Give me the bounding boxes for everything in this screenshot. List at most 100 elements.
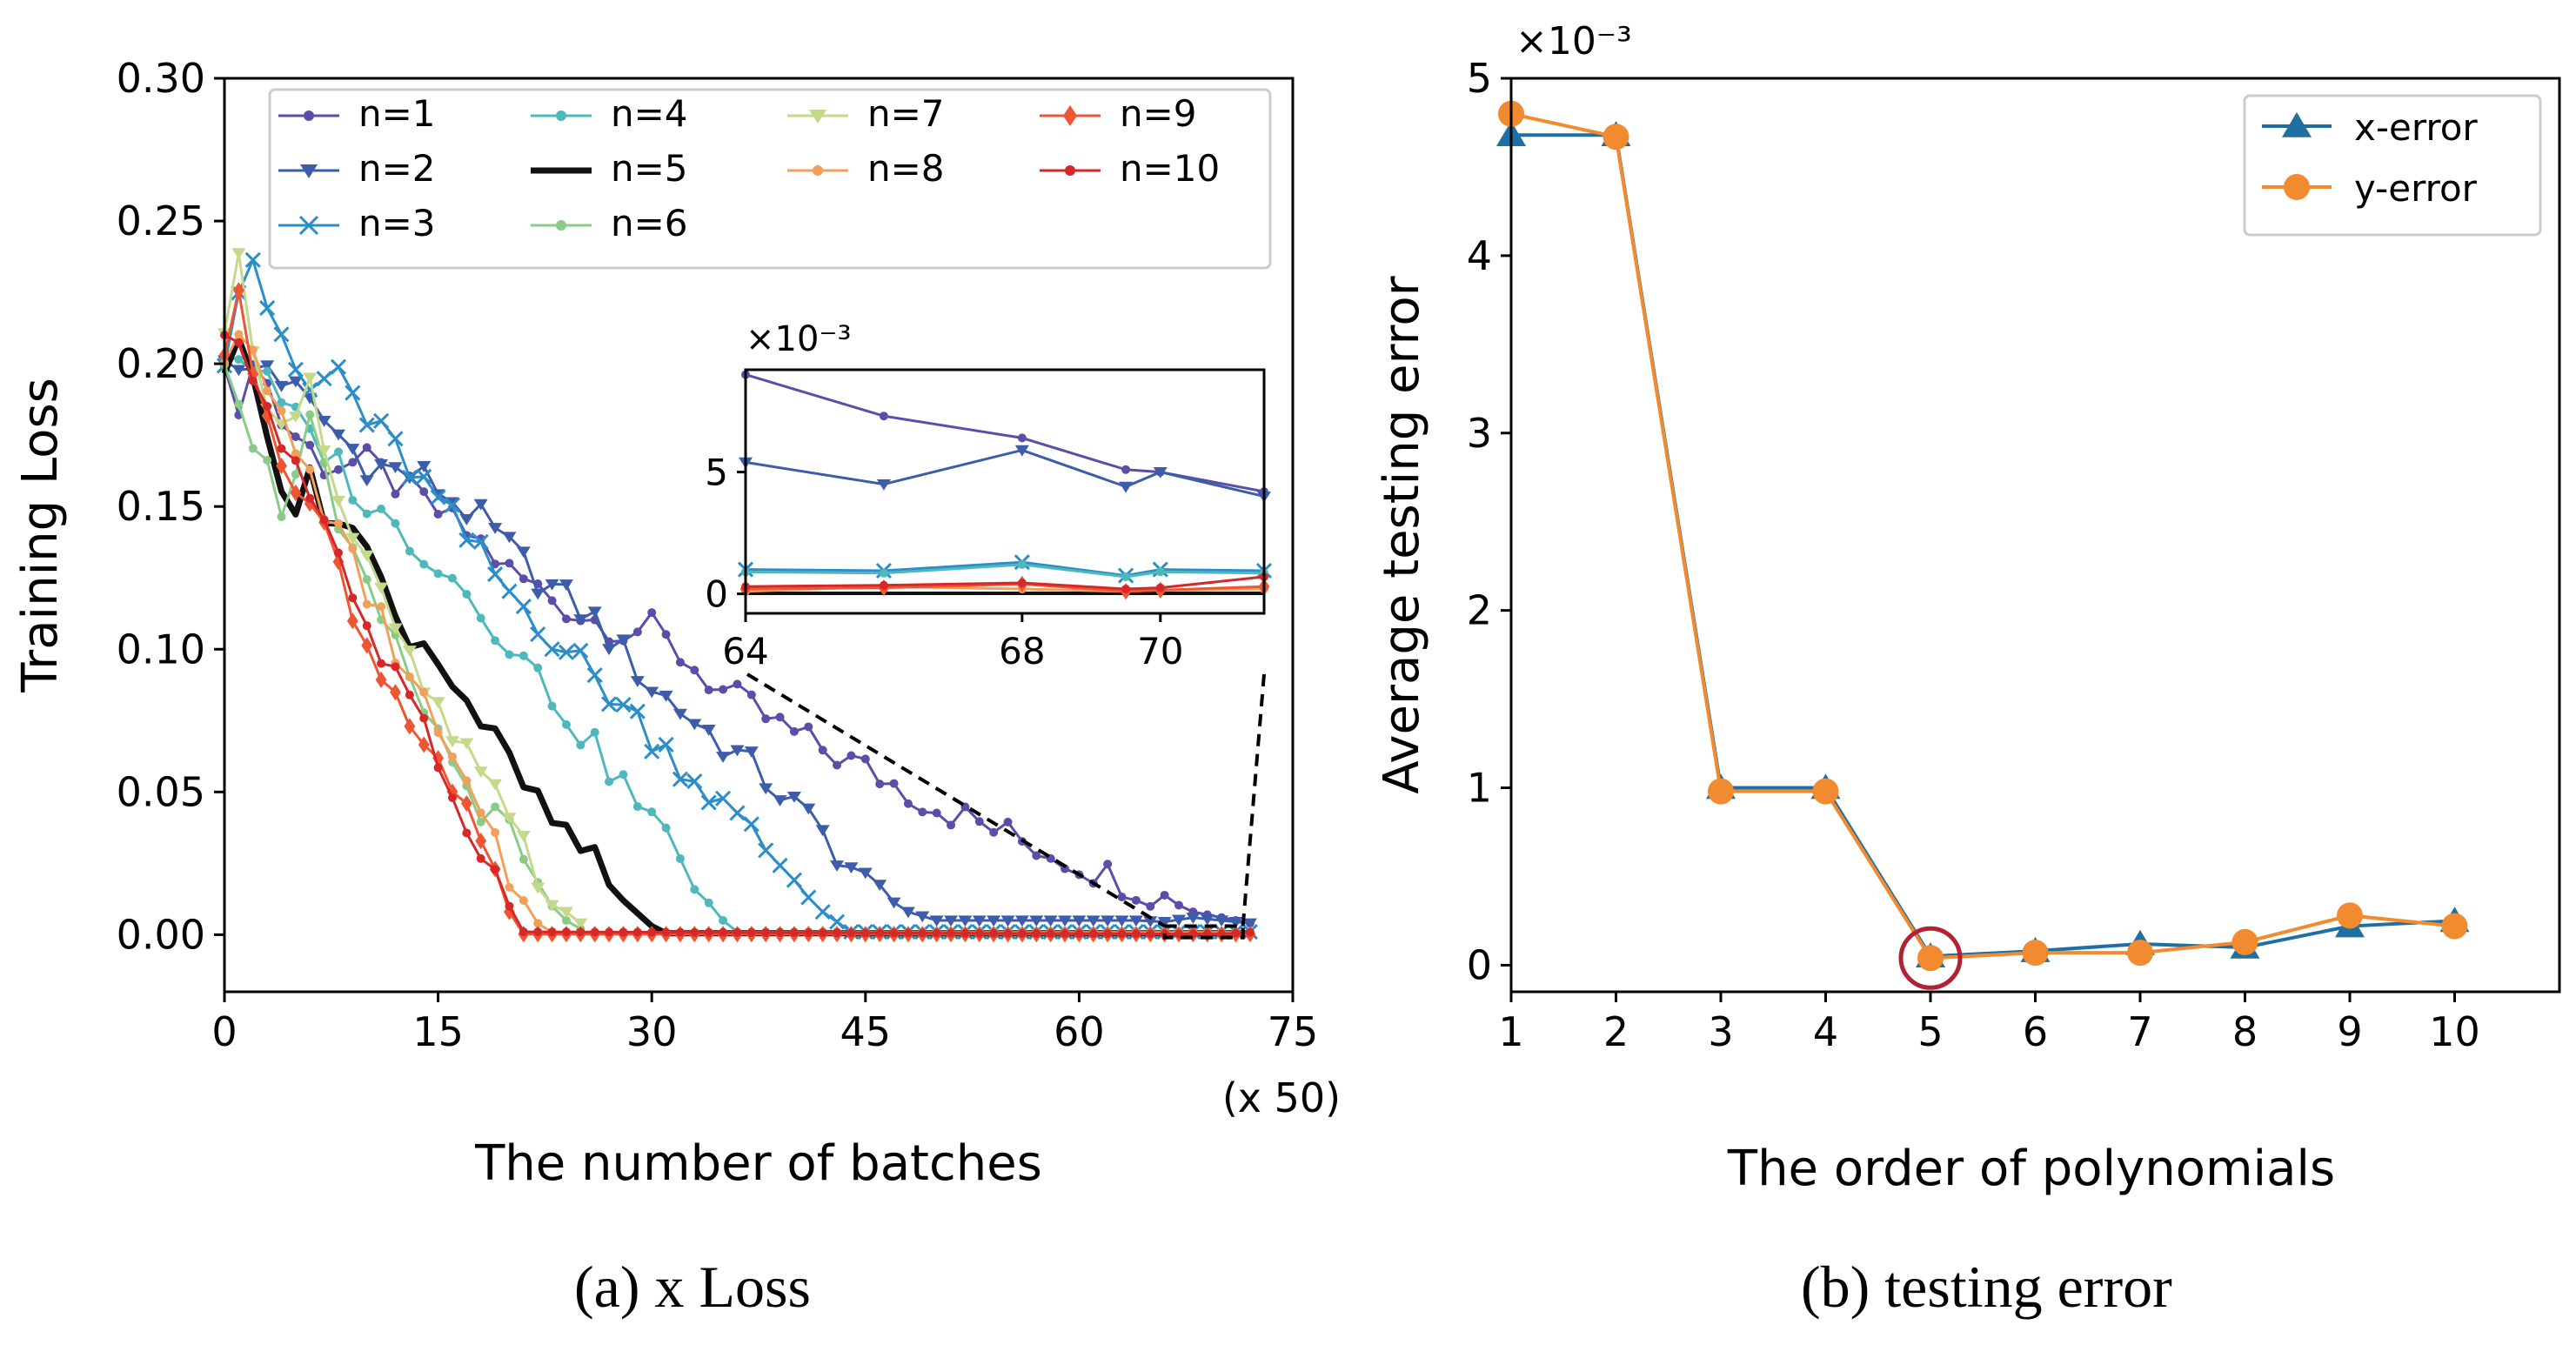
point-n-10-50 — [932, 928, 941, 938]
point-n-4-30 — [647, 807, 657, 817]
inset-point-n-10-4 — [1155, 583, 1165, 592]
inset-point-n-1-2 — [1017, 433, 1027, 443]
x-axis-label: The number of batches — [474, 1135, 1042, 1192]
inset-y-tick-label: 5 — [705, 452, 728, 494]
point-n-2-24 — [559, 579, 573, 591]
point-n-1-33 — [690, 666, 699, 675]
point-n-3-3 — [259, 300, 276, 317]
point-n-10-46 — [875, 928, 885, 938]
point-n-10-30 — [647, 927, 657, 937]
point-n-3-11 — [373, 412, 390, 429]
point-n-7-7 — [317, 445, 331, 457]
point-n-8-5 — [291, 449, 300, 458]
point-n-2-63 — [1114, 915, 1129, 927]
point-n-4-32 — [675, 853, 685, 863]
inset-point-n-4-4 — [1155, 567, 1165, 577]
point-n-10-15 — [433, 763, 443, 773]
inset-point-n-10-1 — [879, 580, 888, 590]
zoom-connector-left — [746, 672, 1166, 928]
point-n-3-25 — [572, 642, 589, 659]
point-n-3-31 — [658, 736, 674, 753]
point-n-4-17 — [462, 589, 472, 599]
caption-right: (b) testing error — [1801, 1254, 2172, 1320]
point-n-1-65 — [1146, 901, 1155, 911]
point-n-1-66 — [1160, 890, 1169, 900]
point-n-8-2 — [248, 345, 258, 355]
point-n-10-19 — [491, 865, 500, 874]
point-n-4-26 — [590, 727, 599, 737]
point-n-4-34 — [704, 898, 713, 907]
point-n-3-36 — [729, 805, 746, 821]
point-n-2-54 — [987, 915, 1001, 927]
point-n-10-2 — [248, 376, 258, 385]
point-n-2-11 — [374, 458, 389, 471]
point-n-10-14 — [419, 713, 429, 723]
point-n-3-15 — [430, 489, 446, 505]
point-n-8-21 — [519, 896, 528, 905]
legend-label-n-7: n=7 — [867, 92, 945, 135]
inset-point-n-1-1 — [879, 412, 888, 421]
point-n-3-20 — [501, 583, 518, 599]
point-n-10-28 — [619, 927, 628, 937]
inset-x-tick-label: 64 — [722, 630, 768, 672]
inset-point-n-4-3 — [1121, 572, 1131, 581]
inset-x-tick-label: 70 — [1137, 630, 1183, 672]
point-n-8-3 — [263, 386, 272, 396]
point-n-4-14 — [419, 559, 429, 569]
point-n-4-16 — [447, 573, 457, 583]
point-n-7-19 — [488, 779, 503, 791]
point-n-8-8 — [333, 519, 343, 528]
point-n-2-1 — [231, 365, 246, 377]
inset-point-n-2-2 — [1014, 445, 1029, 457]
point-n-4-12 — [391, 519, 400, 528]
point-n-10-5 — [291, 456, 300, 465]
point-n-1-15 — [433, 510, 443, 519]
point-n-10-64 — [1131, 929, 1141, 939]
point-n-9-12 — [390, 684, 401, 701]
point-n-8-20 — [505, 882, 514, 892]
y-axis-label: Training Loss — [12, 378, 69, 693]
point-n-2-31 — [659, 690, 673, 702]
point-n-1-32 — [675, 658, 685, 667]
point-n-2-60 — [1072, 915, 1087, 927]
point-n-10-48 — [903, 928, 913, 938]
point-n-7-1 — [231, 248, 246, 260]
point-n-1-40 — [789, 726, 799, 736]
point-n-10-7 — [319, 515, 329, 525]
point-n-1-43 — [833, 760, 842, 770]
legend: x-error y-error — [2243, 94, 2542, 237]
inset-line-n-2 — [745, 448, 1265, 499]
point-n-10-21 — [519, 927, 528, 937]
legend-marker-y-error — [2284, 174, 2310, 200]
point-n-3-10 — [358, 417, 375, 433]
point-n-10-65 — [1146, 929, 1155, 939]
point-n-10-17 — [462, 828, 472, 838]
point-n-2-27 — [602, 644, 617, 656]
point-n-4-18 — [476, 613, 485, 623]
point-n-2-32 — [672, 708, 687, 720]
left-chart: 0 15 30 45 60 75 0.00 0.05 0.10 0.15 0.20 0.25 0.30 (… — [12, 55, 1341, 1192]
x-tick-label: 8 — [2232, 1008, 2258, 1055]
point-n-7-22 — [531, 882, 545, 894]
point-n-9-5 — [290, 484, 302, 501]
point-n-3-28 — [615, 697, 632, 713]
legend-label-x-error: x-error — [2354, 106, 2478, 149]
inset-line-n-9 — [745, 582, 1265, 593]
point-n-2-22 — [531, 588, 545, 600]
point-n-1-5 — [291, 432, 300, 441]
y-tick-label: 0.10 — [117, 626, 205, 672]
point-n-8-9 — [348, 544, 358, 553]
point-n-10-52 — [960, 928, 970, 938]
legend: n=1 n=2 n=3 n=4 n=5 n=6 n=7 n=8 n=9 n=10 — [268, 88, 1272, 270]
point-n-2-38 — [759, 783, 773, 795]
point-n-10-45 — [860, 928, 870, 938]
point-n-6-3 — [263, 455, 272, 465]
point-n-3-34 — [700, 794, 717, 811]
point-n-8-13 — [405, 672, 414, 681]
point-n-10-29 — [632, 927, 642, 937]
point-n-8-11 — [377, 602, 386, 612]
point-n-1-47 — [889, 779, 899, 788]
point-n-4-29 — [632, 802, 642, 812]
point-n-2-44 — [844, 862, 859, 873]
point-n-10-63 — [1117, 929, 1127, 939]
